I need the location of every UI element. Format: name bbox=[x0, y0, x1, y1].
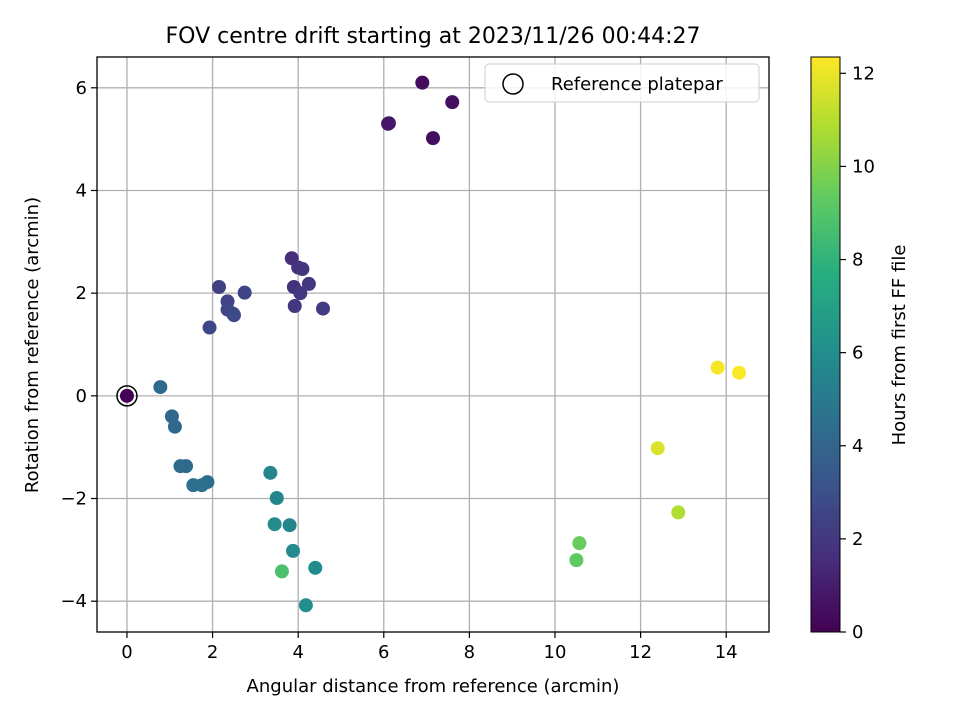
colorbar-tick-label: 6 bbox=[852, 343, 863, 364]
colorbar-label: Hours from first FF file bbox=[889, 245, 910, 446]
data-point bbox=[445, 95, 460, 110]
data-point bbox=[426, 131, 440, 146]
data-point bbox=[710, 360, 725, 375]
y-tick-label: 0 bbox=[76, 386, 87, 407]
data-point bbox=[572, 536, 587, 551]
x-tick-label: 2 bbox=[207, 642, 218, 663]
data-point bbox=[295, 262, 310, 277]
x-tick-label: 6 bbox=[378, 642, 389, 663]
data-point bbox=[282, 518, 297, 533]
reference-platepar-marker bbox=[116, 385, 138, 407]
data-point bbox=[650, 441, 665, 456]
x-tick-label: 14 bbox=[715, 642, 738, 663]
data-point bbox=[415, 75, 430, 90]
legend-open-circle-marker bbox=[502, 73, 524, 95]
data-points bbox=[119, 75, 747, 613]
colorbar-tick-label: 12 bbox=[852, 63, 875, 84]
data-point bbox=[179, 459, 194, 474]
y-tick-label: 6 bbox=[76, 78, 87, 99]
x-tick-label: 10 bbox=[544, 642, 567, 663]
legend-entry-label: Reference platepar bbox=[551, 74, 723, 95]
x-axis-label: Angular distance from reference (arcmin) bbox=[247, 676, 620, 697]
colorbar-tick-label: 4 bbox=[852, 436, 863, 457]
y-tick-label: 2 bbox=[76, 283, 87, 304]
data-point bbox=[269, 491, 284, 506]
data-point bbox=[381, 116, 396, 131]
x-tick-label: 0 bbox=[121, 642, 132, 663]
data-point bbox=[298, 598, 313, 613]
y-tick-label: 4 bbox=[76, 180, 87, 201]
colorbar bbox=[810, 56, 841, 633]
data-point bbox=[274, 564, 289, 579]
data-point bbox=[293, 286, 308, 301]
data-point bbox=[287, 298, 302, 313]
data-point bbox=[286, 543, 301, 558]
x-tick-label: 8 bbox=[464, 642, 475, 663]
data-point bbox=[732, 365, 747, 380]
y-axis-ticks: −4 −2 0 2 4 6 bbox=[60, 78, 97, 612]
colorbar-tick-label: 2 bbox=[852, 529, 863, 550]
data-point bbox=[569, 553, 584, 568]
data-point bbox=[301, 276, 316, 291]
colorbar-tick-label: 0 bbox=[852, 622, 863, 643]
reference-marker bbox=[116, 385, 138, 407]
data-point bbox=[308, 560, 323, 575]
data-point bbox=[263, 465, 278, 480]
x-axis-ticks: 0 2 4 6 8 10 12 14 bbox=[121, 632, 738, 663]
data-point bbox=[153, 380, 168, 395]
legend: Reference platepar bbox=[484, 63, 760, 103]
colorbar-ticks: 0 2 4 6 8 10 12 bbox=[840, 63, 875, 643]
y-tick-label: −2 bbox=[60, 489, 87, 510]
data-point bbox=[202, 320, 217, 335]
legend-box bbox=[484, 63, 760, 103]
plot-frame bbox=[96, 56, 770, 633]
data-point bbox=[200, 475, 215, 490]
data-point bbox=[211, 280, 226, 294]
data-point bbox=[671, 505, 686, 520]
data-point bbox=[226, 308, 241, 323]
colorbar-tick-label: 10 bbox=[852, 156, 875, 177]
x-tick-label: 4 bbox=[292, 642, 303, 663]
colorbar-tick-label: 8 bbox=[852, 250, 863, 271]
data-point bbox=[167, 419, 182, 434]
y-tick-label: −4 bbox=[60, 591, 87, 612]
y-axis-label: Rotation from reference (arcmin) bbox=[22, 197, 43, 493]
x-tick-label: 12 bbox=[629, 642, 652, 663]
data-point bbox=[315, 301, 330, 316]
chart-title: FOV centre drift starting at 2023/11/26 … bbox=[166, 24, 701, 49]
data-point bbox=[267, 517, 282, 532]
data-point bbox=[237, 285, 252, 300]
data-point bbox=[119, 388, 134, 403]
